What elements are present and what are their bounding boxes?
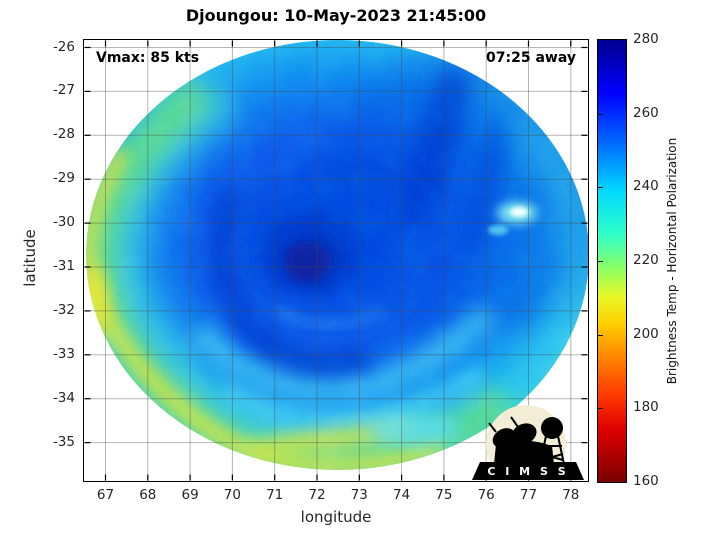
cimss-logo: C I M S S — [472, 405, 584, 480]
colorbar-tick-mark — [598, 408, 603, 410]
y-tick-label: -34 — [52, 389, 75, 406]
y-tick-label: -31 — [52, 258, 75, 274]
y-axis-label: latitude — [21, 229, 39, 287]
colorbar-tick-mark — [598, 187, 603, 189]
y-tick-labels: -26 -27 -28 -29 -30 -31 -32 -33 -34 -35 — [0, 38, 77, 481]
x-tick-label: 70 — [223, 487, 241, 503]
logo-banner-text: C I M S S — [487, 465, 568, 478]
axis-ticks — [84, 40, 588, 481]
x-tick-label: 72 — [308, 487, 326, 503]
colorbar-label: Brightness Temp - Horizontal Polarizatio… — [665, 137, 679, 385]
water-tower-icon — [541, 417, 563, 439]
x-tick-label: 74 — [393, 487, 411, 503]
colorbar-tick-label: 200 — [633, 325, 659, 342]
y-tick-label: -30 — [52, 214, 75, 231]
colorbar — [597, 39, 627, 483]
x-axis-label: longitude — [300, 508, 372, 526]
x-tick-label: 67 — [96, 487, 115, 503]
x-tick-labels: 67 68 69 70 71 72 73 74 75 76 77 78 — [84, 487, 588, 505]
x-tick-label: 78 — [562, 487, 580, 503]
colorbar-tick-label: 160 — [633, 473, 659, 489]
chart-title: Djoungou: 10-May-2023 21:45:00 — [185, 6, 487, 25]
x-tick-label: 76 — [477, 487, 495, 503]
colorbar-tick-label: 240 — [633, 178, 659, 195]
x-tick-label: 77 — [519, 487, 538, 503]
colorbar-tick-labels: 280 260 240 220 200 180 160 — [633, 31, 669, 489]
y-tick-label: -26 — [52, 38, 75, 55]
satellite-dish-icon — [511, 423, 537, 445]
y-tick-label: -29 — [52, 170, 75, 187]
x-tick-label: 71 — [266, 487, 284, 503]
x-tick-label: 75 — [435, 487, 453, 503]
x-tick-label: 69 — [181, 487, 199, 503]
storm-swath — [86, 40, 588, 470]
plot-area: Vmax: 85 kts 07:25 away C I M S S — [83, 39, 589, 482]
storm-satellite-image — [84, 40, 588, 481]
y-tick-label: -32 — [52, 301, 75, 318]
logo-banner — [472, 462, 584, 480]
vmax-annotation: Vmax: 85 kts — [96, 50, 200, 66]
colorbar-tick-label: 220 — [633, 252, 659, 268]
x-tick-label: 73 — [350, 487, 368, 503]
colorbar-tick-label: 280 — [633, 31, 659, 47]
colorbar-tick-label: 260 — [633, 104, 659, 121]
y-tick-label: -33 — [52, 345, 75, 362]
y-tick-label: -35 — [52, 433, 75, 450]
colorbar-tick-label: 180 — [633, 399, 659, 416]
y-tick-label: -27 — [52, 82, 75, 99]
colorbar-tick-mark — [598, 261, 603, 262]
eta-annotation: 07:25 away — [486, 50, 576, 66]
x-tick-label: 68 — [139, 487, 157, 503]
colorbar-tick-mark — [598, 113, 603, 115]
colorbar-tick-mark — [598, 334, 603, 336]
y-tick-label: -28 — [52, 126, 75, 143]
